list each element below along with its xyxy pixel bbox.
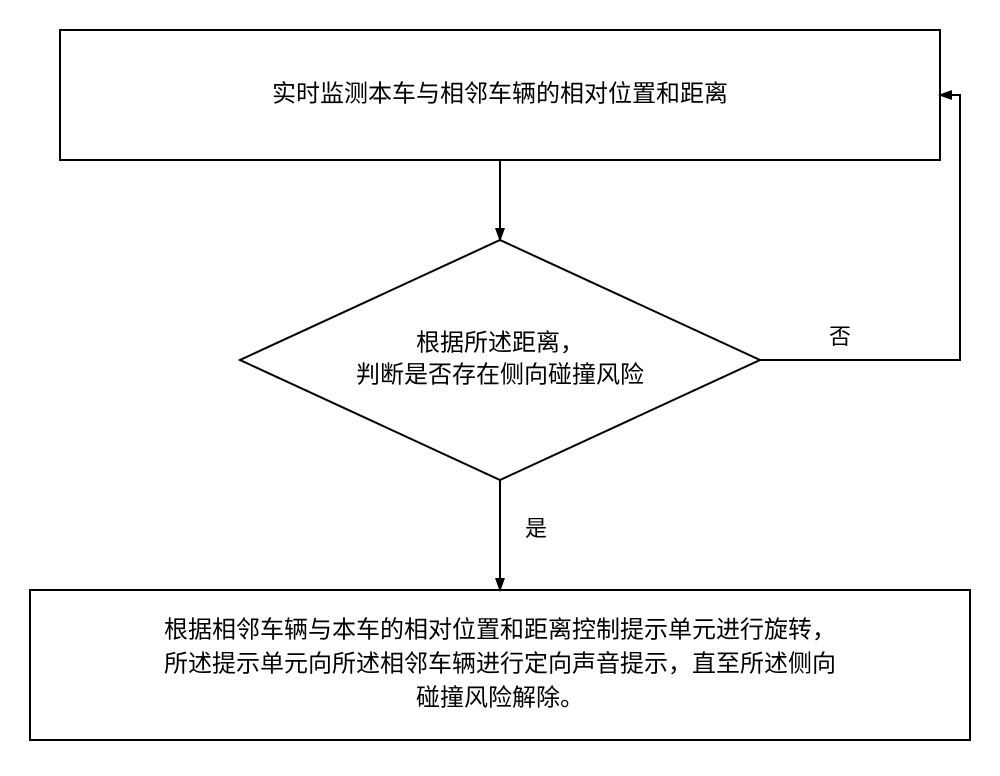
- node-n2: 根据所述距离， 判断是否存在侧向碰撞风险: [240, 240, 760, 480]
- node-n3: 根据相邻车辆与本车的相对位置和距离控制提示单元进行旋转， 所述提示单元向所述相邻车…: [30, 590, 970, 740]
- edge-label: 否: [829, 324, 851, 349]
- edge-label: 是: [525, 516, 547, 541]
- node-text: 根据相邻车辆与本车的相对位置和距离控制提示单元进行旋转，: [164, 616, 836, 643]
- node-n1: 实时监测本车与相邻车辆的相对位置和距离: [60, 30, 940, 160]
- node-text: 所述提示单元向所述相邻车辆进行定向声音提示，直至所述侧向: [164, 650, 836, 677]
- node-text: 碰撞风险解除。: [416, 684, 584, 711]
- node-text: 实时监测本车与相邻车辆的相对位置和距离: [272, 80, 728, 107]
- edge-e2: 是: [500, 480, 547, 590]
- node-text: 判断是否存在侧向碰撞风险: [356, 361, 644, 388]
- node-text: 根据所述距离，: [416, 329, 584, 356]
- edge-e3: 否: [760, 95, 960, 360]
